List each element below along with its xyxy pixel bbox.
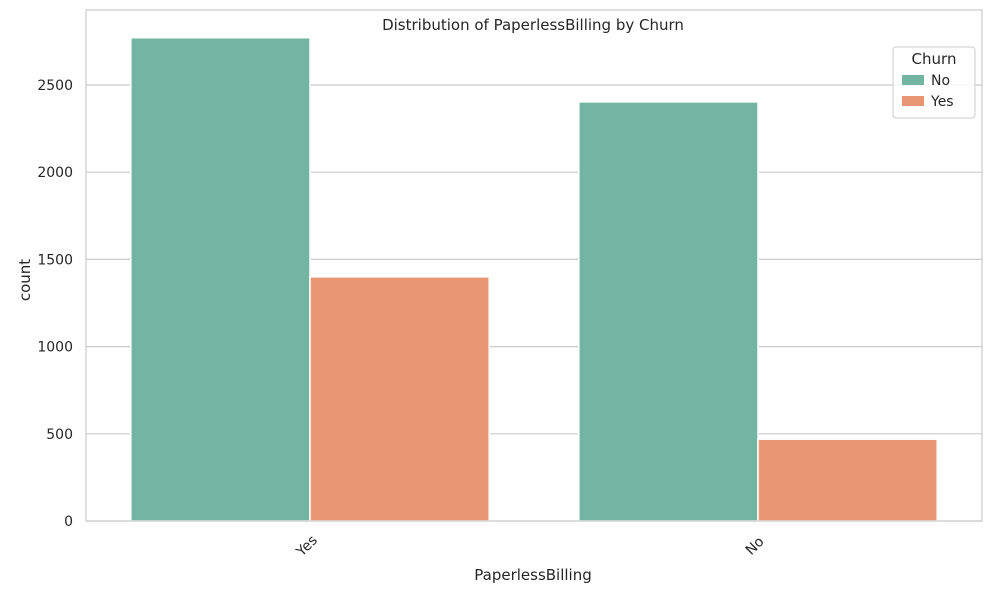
legend-label-yes: Yes xyxy=(930,94,954,110)
y-tick-label: 2500 xyxy=(37,78,73,94)
y-tick-label: 1500 xyxy=(37,252,73,268)
legend-title: Churn xyxy=(912,50,957,68)
legend-label-no: No xyxy=(931,73,950,89)
x-tick-label: Yes xyxy=(293,533,321,561)
y-tick-labels: 0 500 1000 1500 2000 2500 xyxy=(37,78,73,530)
bar-no-churn-yes xyxy=(757,438,938,522)
legend: Churn No Yes xyxy=(892,46,976,119)
x-tick-labels: Yes No xyxy=(293,533,768,561)
bars xyxy=(130,36,938,522)
plot-frame xyxy=(85,9,983,522)
y-tick-label: 2000 xyxy=(37,165,73,181)
y-tick-label: 1000 xyxy=(37,340,73,356)
legend-entries: No Yes xyxy=(902,73,954,110)
legend-swatch-yes xyxy=(902,96,924,106)
y-tick-label: 0 xyxy=(64,514,73,530)
y-tick-label: 500 xyxy=(46,427,73,443)
legend-swatch-no xyxy=(902,75,924,85)
chart-title: Distribution of PaperlessBilling by Chur… xyxy=(382,16,684,34)
y-axis-label: count xyxy=(16,259,34,301)
x-tick-label: No xyxy=(743,534,768,559)
x-axis-label: PaperlessBilling xyxy=(474,566,592,584)
bar-yes-churn-no xyxy=(130,36,311,522)
bar-no-churn-no xyxy=(578,101,759,522)
bar-yes-churn-yes xyxy=(309,276,490,522)
